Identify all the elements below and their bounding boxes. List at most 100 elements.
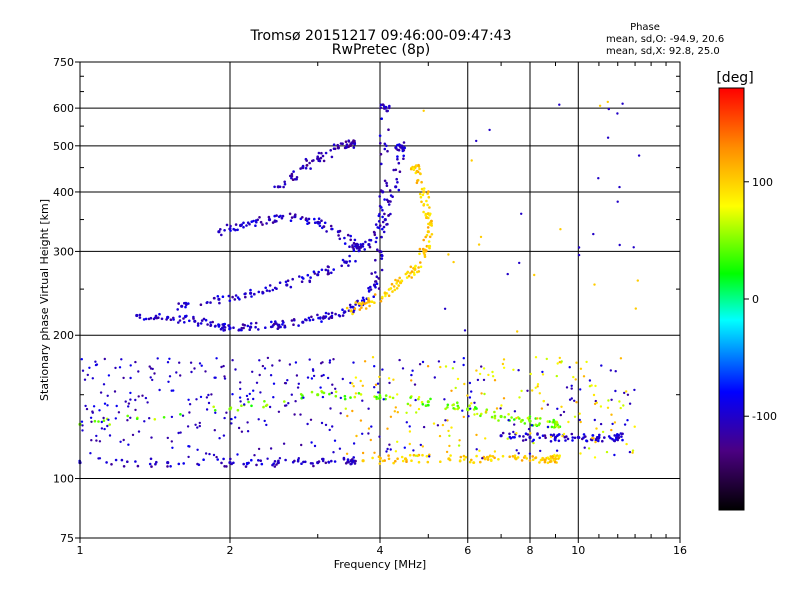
data-point <box>450 426 453 429</box>
data-point <box>241 323 245 326</box>
data-point <box>300 462 303 466</box>
data-point <box>317 151 321 155</box>
data-point <box>324 268 328 272</box>
data-point <box>177 431 180 435</box>
data-point <box>258 373 261 377</box>
data-point <box>593 402 597 406</box>
data-point <box>81 369 85 372</box>
data-point <box>620 435 623 438</box>
data-point <box>206 301 209 304</box>
data-point <box>320 421 324 425</box>
data-point <box>324 461 328 465</box>
data-point <box>373 365 376 368</box>
data-point <box>249 291 253 295</box>
data-point <box>91 411 95 414</box>
data-point <box>470 159 473 162</box>
data-point <box>95 434 98 438</box>
data-point <box>225 223 229 227</box>
data-point <box>346 414 349 418</box>
data-point <box>405 276 409 279</box>
data-point <box>351 245 354 249</box>
data-point <box>217 323 220 326</box>
data-point <box>248 328 251 332</box>
data-point <box>127 402 131 405</box>
axis-ticks: 1 2 4 6 8 10 16 75 100 200 300 400 500 600 750 <box>53 56 687 557</box>
phase-stats-o: mean, sd,O: -94.9, 20.6 <box>606 34 724 45</box>
data-point <box>501 362 505 366</box>
data-point <box>378 462 382 465</box>
data-point <box>377 226 381 230</box>
data-point <box>307 217 311 221</box>
data-point <box>421 193 425 197</box>
data-point <box>149 316 153 320</box>
data-point <box>512 430 515 434</box>
data-point <box>249 322 253 325</box>
data-point <box>299 393 303 396</box>
data-point <box>102 383 106 386</box>
data-point <box>395 287 399 290</box>
data-point <box>195 398 198 401</box>
data-point <box>213 409 217 412</box>
data-point <box>316 157 320 161</box>
data-point <box>385 450 388 453</box>
colorbar-label: [deg] <box>716 70 753 86</box>
data-point <box>539 417 542 420</box>
data-point <box>511 455 515 458</box>
data-point <box>527 418 531 422</box>
data-point <box>522 435 525 438</box>
data-point <box>228 324 231 328</box>
data-point <box>385 181 388 185</box>
data-point <box>199 322 203 325</box>
data-point <box>426 192 429 195</box>
data-point <box>516 330 519 333</box>
data-point <box>575 401 578 404</box>
data-point <box>308 279 312 283</box>
data-point <box>499 407 502 410</box>
data-point <box>470 458 473 462</box>
data-point <box>199 395 203 399</box>
data-point <box>106 424 109 428</box>
data-point <box>80 420 84 423</box>
data-point <box>107 374 111 377</box>
data-point <box>291 460 295 464</box>
data-point <box>558 433 561 436</box>
data-point <box>437 360 441 363</box>
data-point <box>229 224 232 228</box>
data-point <box>521 418 524 422</box>
data-point <box>290 176 293 180</box>
data-point <box>513 418 516 421</box>
data-point <box>401 459 405 463</box>
data-point <box>271 221 275 224</box>
data-point <box>268 284 272 287</box>
data-point <box>401 146 404 150</box>
data-point <box>425 233 429 237</box>
data-point <box>376 248 379 251</box>
data-point <box>443 307 447 310</box>
data-point <box>451 367 455 370</box>
data-point <box>541 370 544 374</box>
data-point <box>126 419 129 422</box>
data-point <box>340 264 344 268</box>
data-point <box>613 453 616 457</box>
data-point <box>374 223 378 226</box>
data-point <box>508 455 512 459</box>
data-point <box>388 104 391 108</box>
data-point <box>250 295 253 298</box>
data-point <box>412 167 415 170</box>
data-point <box>468 460 472 464</box>
data-point <box>493 456 496 460</box>
y-tick-label: 500 <box>53 140 74 153</box>
data-point <box>512 368 515 371</box>
data-point <box>389 415 393 418</box>
data-point <box>393 410 396 413</box>
data-point <box>425 249 428 252</box>
data-point <box>317 159 321 162</box>
data-point <box>141 394 144 397</box>
x-tick-label: 4 <box>377 544 384 557</box>
data-point <box>328 359 332 362</box>
data-point <box>354 459 357 463</box>
data-point <box>322 225 326 228</box>
data-point <box>103 357 107 361</box>
data-point <box>283 182 287 186</box>
